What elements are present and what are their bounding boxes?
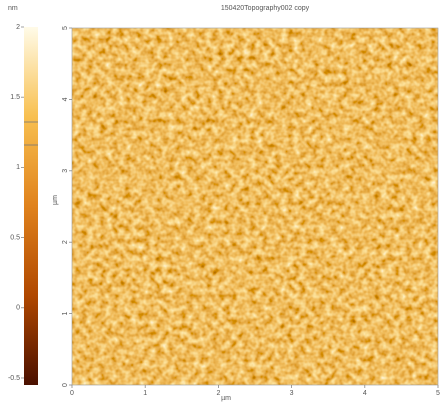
- x-axis-label: µm: [221, 395, 231, 402]
- y-tick-label: 3: [62, 169, 69, 173]
- y-tick-label: 1: [62, 312, 69, 316]
- topography-image: [72, 28, 438, 385]
- y-tick-label: 0: [62, 383, 69, 387]
- chart-title: 150420Topography002 copy: [221, 5, 310, 12]
- x-tick-label: 1: [143, 390, 147, 397]
- colorbar-tick-label: 0.5: [10, 234, 20, 241]
- image-frame: [71, 27, 439, 386]
- x-tick-label: 2: [216, 390, 220, 397]
- colorbar-label: nm: [8, 5, 18, 12]
- x-tick-label: 0: [70, 390, 74, 397]
- colorbar-tick-label: 1: [16, 164, 20, 171]
- colorbar-tick-label: -0.5: [8, 375, 20, 382]
- y-tick-label: 2: [62, 240, 69, 244]
- y-tick-label: 5: [62, 26, 69, 30]
- x-tick-label: 4: [363, 390, 367, 397]
- colorbar-tick-label: 1.5: [10, 94, 20, 101]
- y-axis-label: µm: [52, 195, 59, 205]
- colorbar-tick-label: 0: [16, 305, 20, 312]
- colorbar-tick-label: 2: [16, 24, 20, 31]
- colorbar: [24, 27, 38, 385]
- x-tick-label: 3: [290, 390, 294, 397]
- y-tick-label: 4: [62, 97, 69, 101]
- x-tick-label: 5: [436, 390, 440, 397]
